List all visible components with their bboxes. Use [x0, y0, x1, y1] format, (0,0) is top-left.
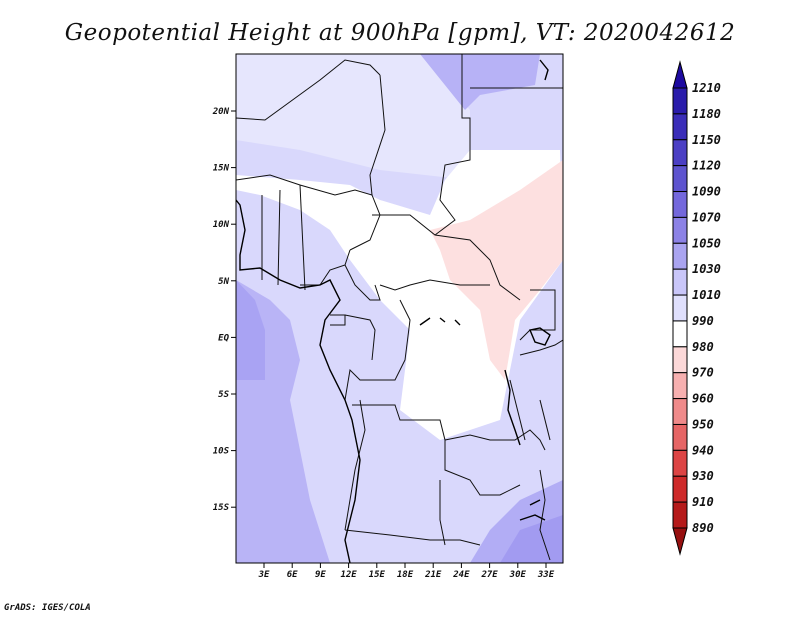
shaded-field [236, 54, 563, 563]
colorbar-label: 960 [692, 392, 714, 406]
colorbar-label: 1090 [692, 185, 721, 199]
colorbar-segment [672, 87, 688, 115]
lon-tick-label: 30E [509, 570, 527, 580]
longitude-axis: 3E 6E 9E 12E 15E 18E 21E 24E 27E 30E 33E [258, 563, 555, 580]
colorbar-bottom-arrow [672, 527, 688, 556]
colorbar-label: 1210 [692, 81, 721, 95]
lon-tick-label: 24E [452, 570, 470, 580]
lon-tick-label: 27E [480, 570, 498, 580]
map-title: Geopotential Height at 900hPa [gpm], VT:… [64, 20, 736, 46]
colorbar-label: 940 [692, 443, 714, 457]
lon-tick-label: 15E [369, 570, 386, 580]
colorbar-segment [672, 191, 688, 218]
coastline [236, 59, 551, 563]
colorbar-segment [672, 268, 688, 296]
lat-tick-label: 5N [218, 277, 229, 287]
colorbar-segment [672, 501, 688, 529]
lat-tick-label: 10N [213, 220, 230, 230]
latitude-axis: 20N 15N 10N 5N EQ 5S 10S 15S [212, 107, 236, 513]
lat-tick-label: EQ [218, 333, 229, 343]
lon-tick-label: 6E [287, 570, 298, 580]
colorbar-segment [672, 294, 688, 322]
colorbar-segment [672, 449, 688, 477]
lon-tick-label: 9E [315, 570, 326, 580]
lon-tick-label: 33E [537, 570, 555, 580]
lat-tick-label: 15N [213, 164, 230, 174]
colorbar-segment [672, 165, 688, 193]
lon-tick-label: 18E [397, 570, 414, 580]
colorbar-label: 1050 [692, 236, 721, 250]
lon-tick-label: 12E [340, 570, 357, 580]
credit-label: GrADS: IGES/COLA [4, 603, 91, 613]
lat-tick-label: 20N [212, 107, 230, 117]
colorbar-segment [672, 139, 688, 167]
colorbar-label: 890 [692, 521, 714, 535]
colorbar-label: 970 [692, 366, 714, 380]
colorbar-label: 1180 [692, 107, 721, 121]
colorbar-segment [672, 423, 688, 451]
colorbar-label: 1010 [692, 288, 721, 302]
colorbar-segment [672, 242, 688, 270]
map-frame [235, 53, 564, 564]
colorbar-label: 1150 [692, 133, 721, 147]
lat-tick-label: 15S [213, 503, 230, 513]
lat-tick-label: 5S [218, 390, 229, 400]
colorbar-label: 1120 [692, 159, 721, 173]
lon-tick-label: 21E [424, 570, 442, 580]
colorbar: 1210 1180 1150 1120 1090 1070 1050 1030 1010 990 9… [672, 60, 721, 556]
colorbar-label: 990 [692, 314, 714, 328]
colorbar-segment [672, 320, 688, 348]
colorbar-label: 950 [692, 417, 714, 431]
colorbar-segment [672, 398, 688, 425]
colorbar-label: 930 [692, 469, 714, 483]
colorbar-top-arrow [672, 60, 688, 89]
colorbar-segment [672, 113, 688, 141]
colorbar-label: 1070 [692, 210, 721, 224]
lat-tick-label: 10S [213, 447, 230, 457]
colorbar-label: 980 [692, 340, 714, 354]
colorbar-segment [672, 346, 688, 374]
colorbar-segment [672, 216, 688, 244]
colorbar-label: 910 [692, 495, 714, 509]
colorbar-label: 1030 [692, 262, 721, 276]
colorbar-segment [672, 372, 688, 400]
country-borders [236, 54, 563, 561]
colorbar-segment [672, 475, 688, 503]
lon-tick-label: 3E [258, 570, 270, 580]
